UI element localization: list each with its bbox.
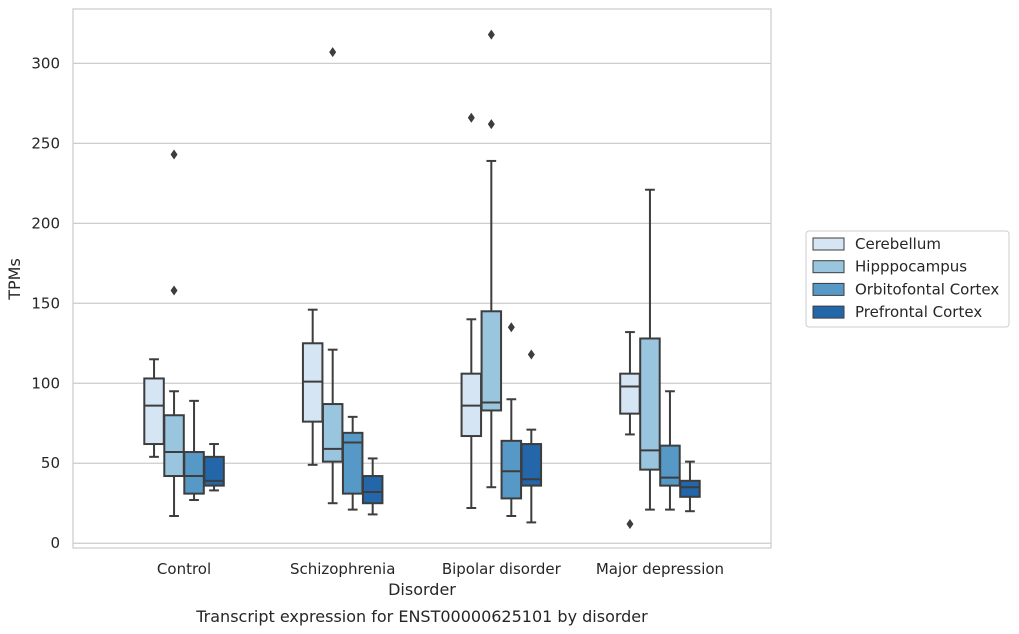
outlier-point <box>329 47 337 58</box>
outlier-point <box>170 149 178 160</box>
box <box>639 188 661 511</box>
outlier-point <box>170 285 178 296</box>
outlier-point <box>487 119 495 130</box>
legend-label: Prefrontal Cortex <box>855 303 982 321</box>
outlier-point <box>487 29 495 40</box>
legend-swatch <box>812 282 845 296</box>
y-tick-label: 200 <box>31 214 60 232</box>
box-iqr <box>679 479 701 498</box>
box-groups <box>143 29 701 530</box>
y-tick-label: 0 <box>50 534 60 552</box>
box <box>321 47 344 505</box>
box <box>341 415 364 511</box>
box <box>500 322 523 518</box>
box-iqr <box>163 414 185 478</box>
box <box>163 149 185 518</box>
outlier-point <box>467 112 475 123</box>
box-iqr <box>203 455 225 487</box>
x-tick-label: Control <box>157 560 211 578</box>
y-tick-label: 300 <box>31 54 60 72</box>
outlier-point <box>527 349 535 360</box>
box <box>203 443 225 492</box>
x-tick-label: Major depression <box>596 560 724 578</box>
legend-label: Orbitofontal Cortex <box>855 280 999 298</box>
y-tick-label: 100 <box>31 374 60 392</box>
box-iqr <box>659 444 681 487</box>
legend-frame <box>805 230 1010 328</box>
box-iqr <box>520 443 543 487</box>
y-tick-label: 50 <box>41 454 60 472</box>
box-iqr <box>321 403 344 463</box>
plot-area-frame <box>72 8 772 549</box>
box <box>619 331 641 530</box>
chart-title: Transcript expression for ENST0000062510… <box>195 607 648 626</box>
legend-label: Cerebellum <box>855 235 941 253</box>
y-tick-label: 150 <box>31 294 60 312</box>
box-iqr <box>500 439 523 500</box>
legend-swatch <box>812 237 845 251</box>
legend: Cerebellum Hipppocampus Orbitofontal Corte… <box>805 230 1010 328</box>
box-iqr <box>143 377 165 446</box>
x-tick-label: Bipolar disorder <box>442 560 562 578</box>
box <box>659 390 681 511</box>
box <box>143 358 165 458</box>
box <box>460 112 483 510</box>
x-axis-ticks: Control Schizophrenia Bipolar disorder Majo… <box>157 560 724 578</box>
box <box>183 399 205 502</box>
outlier-point <box>507 322 515 333</box>
y-tick-label: 250 <box>31 134 60 152</box>
box-iqr <box>619 372 641 415</box>
legend-label: Hipppocampus <box>855 258 967 276</box>
x-tick-label: Schizophrenia <box>290 560 395 578</box>
box <box>301 308 324 466</box>
box-iqr <box>183 451 205 495</box>
outlier-point <box>626 519 634 530</box>
box-iqr <box>639 337 661 471</box>
box-iqr <box>361 475 384 505</box>
box-iqr <box>341 431 364 495</box>
legend-swatch <box>812 305 845 319</box>
box <box>520 349 543 524</box>
box-iqr <box>480 310 503 412</box>
x-axis-title: Disorder <box>388 580 456 599</box>
box <box>679 460 701 513</box>
y-axis-ticks: 0 50 100 150 200 250 300 <box>31 54 60 552</box>
box <box>361 457 384 516</box>
y-axis-title: TPMs <box>5 258 24 301</box>
legend-swatch <box>812 260 845 274</box>
box <box>480 29 503 489</box>
